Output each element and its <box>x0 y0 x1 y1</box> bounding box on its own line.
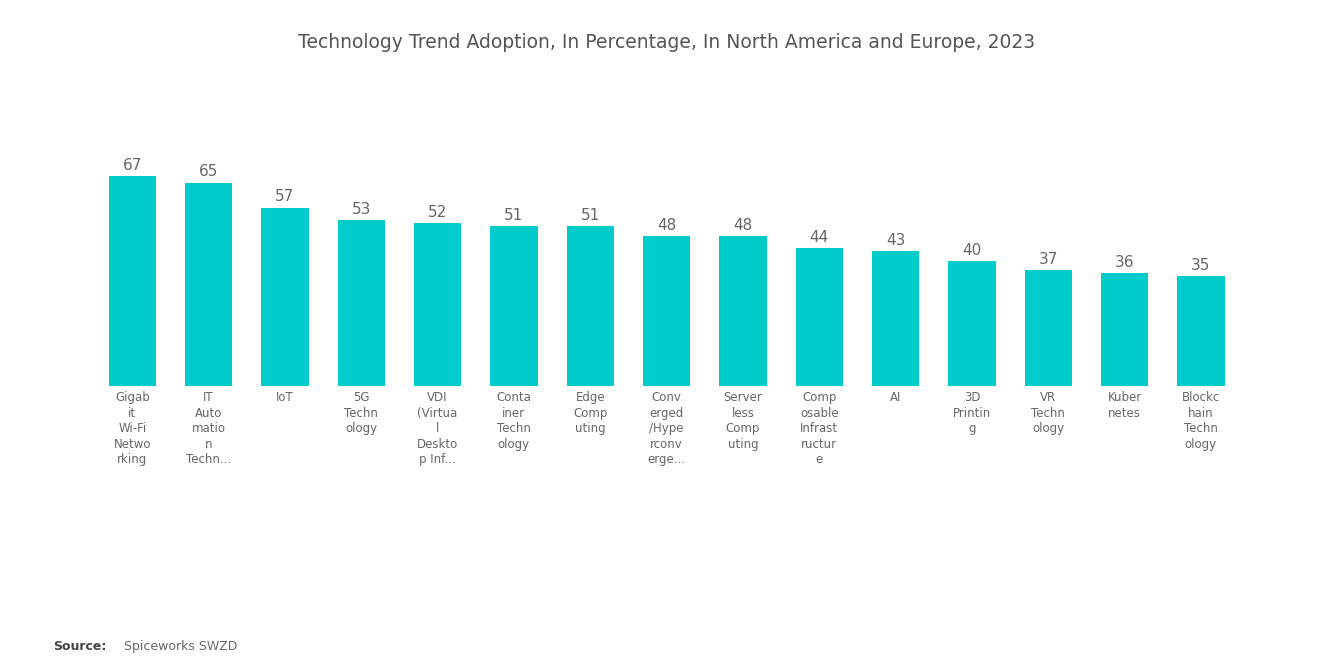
Text: 65: 65 <box>199 164 218 180</box>
Text: Source:: Source: <box>53 640 106 654</box>
Text: 53: 53 <box>351 202 371 217</box>
Bar <box>873 251 919 386</box>
Bar <box>566 226 614 386</box>
Text: 43: 43 <box>886 233 906 248</box>
Text: 40: 40 <box>962 243 982 257</box>
Text: 57: 57 <box>276 190 294 204</box>
Bar <box>1101 273 1148 386</box>
Text: 44: 44 <box>809 230 829 245</box>
Text: 48: 48 <box>734 217 752 233</box>
Bar <box>108 176 156 386</box>
Bar <box>796 248 843 386</box>
Text: 51: 51 <box>504 208 524 223</box>
Bar <box>185 182 232 386</box>
Text: 52: 52 <box>428 205 447 220</box>
Text: 36: 36 <box>1115 255 1134 270</box>
Bar <box>643 235 690 386</box>
Text: 35: 35 <box>1191 258 1210 273</box>
Text: 67: 67 <box>123 158 143 173</box>
Bar <box>338 220 385 386</box>
Bar <box>490 226 537 386</box>
Text: 48: 48 <box>657 217 676 233</box>
Text: 37: 37 <box>1039 252 1057 267</box>
Bar <box>414 223 461 386</box>
Bar <box>261 207 309 386</box>
Bar <box>1177 277 1225 386</box>
Text: Spiceworks SWZD: Spiceworks SWZD <box>116 640 238 654</box>
Text: 51: 51 <box>581 208 599 223</box>
Bar <box>719 235 767 386</box>
Bar <box>948 261 995 386</box>
Title: Technology Trend Adoption, In Percentage, In North America and Europe, 2023: Technology Trend Adoption, In Percentage… <box>298 33 1035 52</box>
Bar <box>1024 270 1072 386</box>
